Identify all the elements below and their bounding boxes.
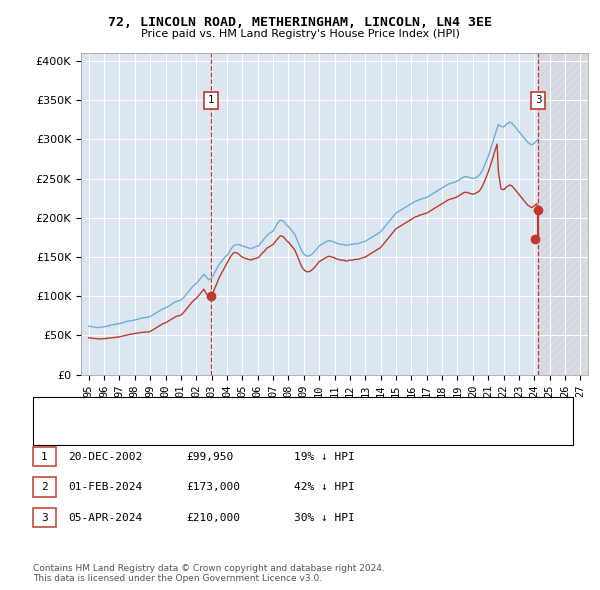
Text: 1: 1: [41, 452, 48, 461]
Text: 01-FEB-2024: 01-FEB-2024: [68, 483, 142, 492]
Text: 1: 1: [208, 95, 214, 105]
Text: 05-APR-2024: 05-APR-2024: [68, 513, 142, 523]
Text: Price paid vs. HM Land Registry's House Price Index (HPI): Price paid vs. HM Land Registry's House …: [140, 29, 460, 38]
Text: 42% ↓ HPI: 42% ↓ HPI: [294, 483, 355, 492]
Text: 72, LINCOLN ROAD, METHERINGHAM, LINCOLN, LN4 3EE: 72, LINCOLN ROAD, METHERINGHAM, LINCOLN,…: [108, 16, 492, 29]
Text: £173,000: £173,000: [186, 483, 240, 492]
Text: ——: ——: [45, 404, 73, 418]
Text: Contains HM Land Registry data © Crown copyright and database right 2024.
This d: Contains HM Land Registry data © Crown c…: [33, 563, 385, 583]
Text: ——: ——: [45, 427, 73, 440]
Text: 2: 2: [41, 483, 48, 492]
Text: £99,950: £99,950: [186, 452, 233, 461]
Text: 3: 3: [41, 513, 48, 523]
Text: 3: 3: [535, 95, 541, 105]
Text: 19% ↓ HPI: 19% ↓ HPI: [294, 452, 355, 461]
Text: 72, LINCOLN ROAD, METHERINGHAM, LINCOLN, LN4 3EE (detached house): 72, LINCOLN ROAD, METHERINGHAM, LINCOLN,…: [81, 405, 453, 415]
Text: £210,000: £210,000: [186, 513, 240, 523]
Text: 20-DEC-2002: 20-DEC-2002: [68, 452, 142, 461]
Text: 30% ↓ HPI: 30% ↓ HPI: [294, 513, 355, 523]
Text: HPI: Average price, detached house, North Kesteven: HPI: Average price, detached house, Nort…: [81, 428, 342, 438]
Bar: [538, 53, 600, 375]
